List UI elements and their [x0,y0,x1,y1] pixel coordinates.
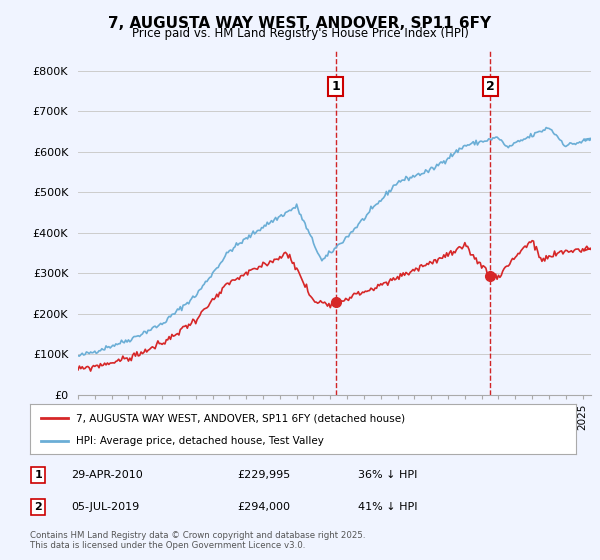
Text: 1: 1 [331,81,340,94]
Text: Price paid vs. HM Land Registry's House Price Index (HPI): Price paid vs. HM Land Registry's House … [131,27,469,40]
Text: £294,000: £294,000 [238,502,290,512]
Text: 7, AUGUSTA WAY WEST, ANDOVER, SP11 6FY (detached house): 7, AUGUSTA WAY WEST, ANDOVER, SP11 6FY (… [76,413,406,423]
Text: 1: 1 [34,470,42,480]
Text: £229,995: £229,995 [238,470,291,480]
Text: Contains HM Land Registry data © Crown copyright and database right 2025.
This d: Contains HM Land Registry data © Crown c… [30,531,365,550]
Text: 2: 2 [34,502,42,512]
Text: HPI: Average price, detached house, Test Valley: HPI: Average price, detached house, Test… [76,436,324,446]
Text: 36% ↓ HPI: 36% ↓ HPI [358,470,417,480]
Text: 05-JUL-2019: 05-JUL-2019 [71,502,139,512]
Text: 41% ↓ HPI: 41% ↓ HPI [358,502,417,512]
Text: 29-APR-2010: 29-APR-2010 [71,470,143,480]
Text: 2: 2 [486,81,494,94]
Text: 7, AUGUSTA WAY WEST, ANDOVER, SP11 6FY: 7, AUGUSTA WAY WEST, ANDOVER, SP11 6FY [109,16,491,31]
